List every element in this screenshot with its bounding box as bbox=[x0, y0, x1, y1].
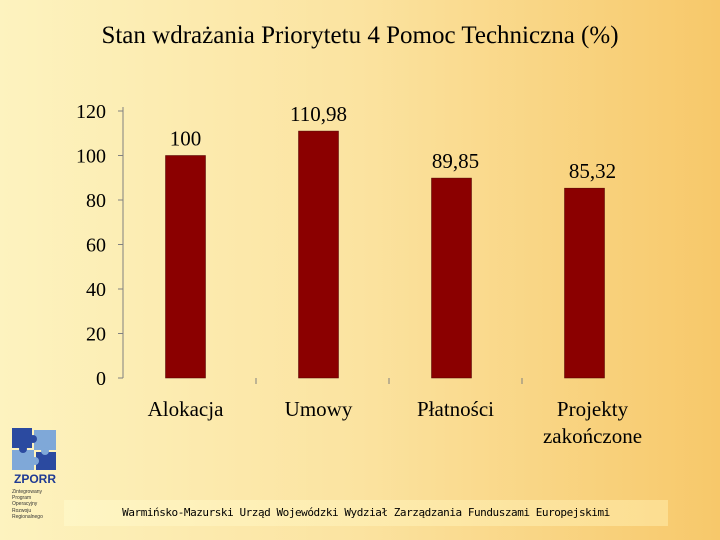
y-axis: 0 20 40 60 80 100 120 bbox=[76, 101, 523, 390]
logo-subtext-line: Regionalnego bbox=[12, 513, 43, 520]
logo-name: ZPORR bbox=[14, 472, 56, 486]
x-tick-label: zakończone bbox=[543, 424, 642, 448]
y-tick-label: 100 bbox=[76, 146, 106, 168]
logo-subtext-line: Zintegrowany bbox=[12, 489, 43, 495]
y-tick-label: 0 bbox=[96, 368, 106, 390]
zporr-logo-icon bbox=[12, 428, 56, 470]
y-tick-label: 80 bbox=[86, 190, 106, 212]
x-tick-label: Płatności bbox=[417, 397, 494, 421]
bars bbox=[165, 130, 605, 379]
bar bbox=[564, 187, 605, 379]
logo-subtext: Zintegrowany Program Operacyjny Rozwoju … bbox=[12, 489, 64, 520]
logo-subtext-line: Program bbox=[12, 495, 32, 502]
y-tick-label: 40 bbox=[86, 279, 106, 301]
chart-title: Stan wdrażania Priorytetu 4 Pomoc Techni… bbox=[101, 22, 619, 49]
data-label: 110,98 bbox=[290, 102, 347, 126]
bar bbox=[431, 177, 472, 379]
footer-bar: Warmińsko-Mazurski Urząd Wojewódzki Wydz… bbox=[64, 500, 668, 526]
footer-text: Warmińsko-Mazurski Urząd Wojewódzki Wydz… bbox=[122, 506, 610, 519]
x-tick-label: Umowy bbox=[285, 397, 353, 421]
data-label: 85,32 bbox=[569, 159, 616, 183]
data-label: 89,85 bbox=[432, 149, 479, 173]
logo-subtext-line: Operacyjny bbox=[12, 501, 38, 508]
x-tick-label: Projekty bbox=[557, 397, 629, 421]
y-tick-label: 60 bbox=[86, 235, 106, 257]
labels: 100 Alokacja 110,98 Umowy 89,85 Płatności 85,3… bbox=[148, 102, 642, 448]
logo-subtext-line: Rozwoju bbox=[12, 507, 32, 514]
x-tick-label: Alokacja bbox=[148, 397, 224, 421]
bar bbox=[298, 130, 339, 379]
y-tick-label: 120 bbox=[76, 101, 106, 123]
data-label: 100 bbox=[170, 127, 202, 151]
bar bbox=[165, 155, 206, 379]
y-tick-label: 20 bbox=[86, 324, 106, 346]
